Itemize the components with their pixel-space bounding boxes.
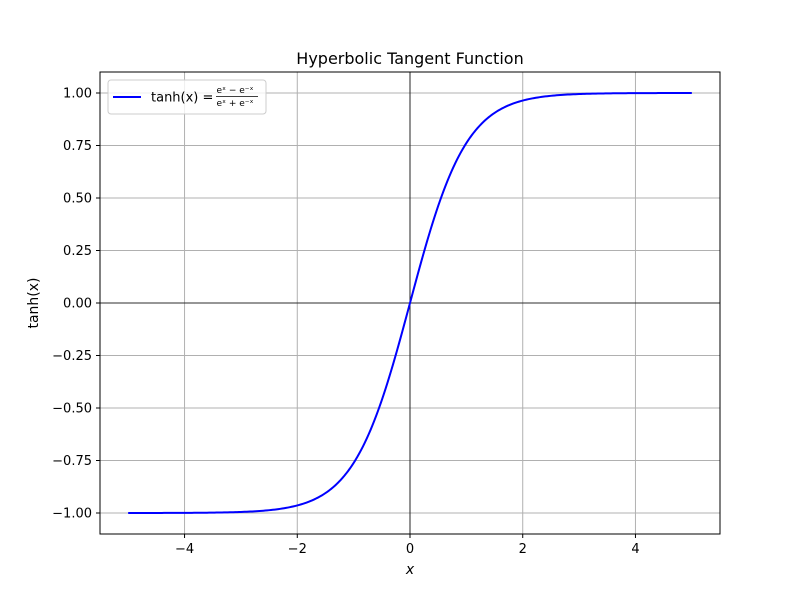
y-tick-label: −0.50: [52, 402, 92, 417]
y-tick-label: 0.50: [63, 192, 92, 207]
y-axis-label: tanh(x): [26, 277, 42, 328]
y-tick-label: 0.25: [63, 244, 92, 259]
y-tick-label: 0.00: [63, 297, 92, 312]
legend-prefix: tanh(x) =: [151, 91, 213, 106]
x-axis-label: x: [405, 562, 415, 578]
x-tick-label: 0: [406, 542, 414, 557]
y-tick-label: −0.75: [52, 454, 92, 469]
ticks: −4 −2 0 2 4 1.00 0.75 0.50 0.25 0.00 −0.25 −0.50 −0.…: [52, 87, 639, 558]
y-tick-label: −0.25: [52, 349, 92, 364]
legend-denominator: eˣ + e⁻ˣ: [216, 99, 253, 109]
x-tick-label: 2: [519, 542, 527, 557]
x-tick-label: −2: [288, 542, 307, 557]
y-tick-label: 1.00: [63, 87, 92, 102]
chart-title: Hyperbolic Tangent Function: [296, 49, 523, 68]
y-tick-label: 0.75: [63, 139, 92, 154]
legend-numerator: eˣ − e⁻ˣ: [216, 86, 253, 96]
x-tick-label: −4: [175, 542, 194, 557]
legend: tanh(x) = eˣ − e⁻ˣ eˣ + e⁻ˣ: [108, 80, 266, 114]
y-tick-label: −1.00: [52, 507, 92, 522]
x-tick-label: 4: [631, 542, 639, 557]
